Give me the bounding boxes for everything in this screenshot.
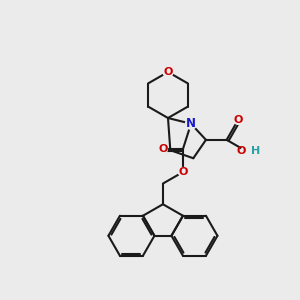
Text: O: O: [158, 144, 168, 154]
Circle shape: [163, 67, 173, 77]
Text: O: O: [233, 115, 243, 125]
Text: O: O: [163, 67, 173, 77]
Text: O: O: [236, 146, 246, 156]
Text: O: O: [178, 167, 188, 177]
Circle shape: [234, 115, 243, 124]
Circle shape: [178, 167, 188, 176]
Circle shape: [185, 118, 197, 129]
Circle shape: [241, 146, 252, 157]
Text: H: H: [251, 146, 260, 156]
Circle shape: [158, 145, 167, 154]
Text: N: N: [186, 117, 196, 130]
